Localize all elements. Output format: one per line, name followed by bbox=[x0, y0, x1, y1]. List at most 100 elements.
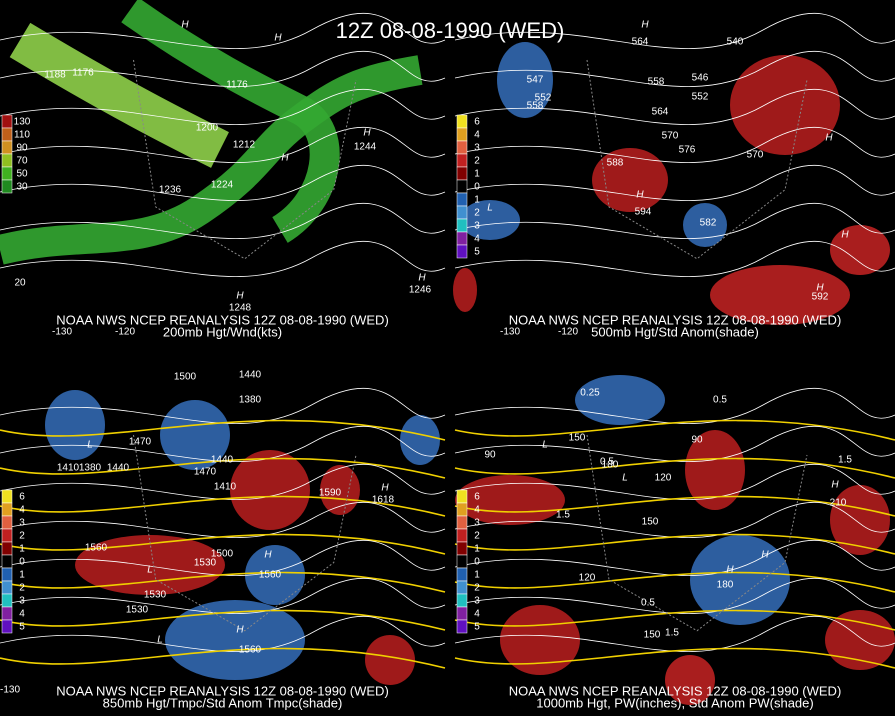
colorbar-label: 6 bbox=[19, 492, 25, 503]
colorbar-swatch bbox=[1, 179, 13, 194]
anomaly-shade bbox=[453, 268, 477, 312]
colorbar-label: 1 bbox=[474, 570, 480, 581]
contour bbox=[0, 647, 446, 669]
contour bbox=[0, 425, 446, 462]
contour bbox=[454, 387, 895, 424]
contour-label: -120 bbox=[558, 327, 578, 338]
contour-label: 1176 bbox=[72, 68, 94, 79]
contour-label: 1590 bbox=[319, 488, 342, 499]
contour-label: 1.5 bbox=[838, 455, 852, 466]
anomaly-shade bbox=[455, 475, 565, 525]
colorbar-label: 5 bbox=[474, 622, 480, 633]
colorbar-swatch bbox=[456, 593, 468, 608]
contour-label: H bbox=[236, 625, 244, 636]
contour-label: 20 bbox=[14, 278, 26, 289]
contour-label: 150 bbox=[642, 517, 659, 528]
colorbar-swatch bbox=[1, 166, 13, 181]
contour bbox=[454, 88, 895, 125]
colorbar-label: 4 bbox=[474, 130, 480, 141]
map-panel: 130 110 90 70 50 30 1188 1176 1176 1200 1212 1236 12… bbox=[0, 12, 446, 339]
colorbar-label: 0 bbox=[19, 557, 25, 568]
contour-label: 0.5 bbox=[641, 598, 655, 609]
anomaly-shade bbox=[830, 225, 890, 275]
contour bbox=[0, 463, 446, 500]
contour-label: 1440 bbox=[107, 463, 130, 474]
colorbar-swatch bbox=[456, 502, 468, 517]
contour-label: 547 bbox=[527, 75, 544, 86]
anomaly-shade bbox=[45, 390, 105, 460]
contour-label: 582 bbox=[700, 218, 717, 229]
colorbar-swatch bbox=[456, 528, 468, 543]
contour-label: H bbox=[381, 483, 389, 494]
contour bbox=[0, 615, 446, 652]
colorbar-swatch bbox=[1, 554, 13, 569]
anomaly-shade bbox=[497, 42, 553, 118]
anomaly-shade bbox=[575, 375, 665, 425]
contour-label: 570 bbox=[747, 150, 764, 161]
colorbar-swatch bbox=[1, 140, 13, 155]
contour-label: -120 bbox=[115, 327, 135, 338]
main-title: 12Z 08-08-1990 (WED) bbox=[336, 18, 565, 43]
contour-label: H bbox=[761, 550, 769, 561]
anomaly-shade bbox=[683, 203, 727, 247]
colorbar-label: 2 bbox=[19, 531, 25, 542]
contour-label: 1224 bbox=[211, 180, 234, 191]
contour-label: 1380 bbox=[79, 463, 102, 474]
contour-label: 120 bbox=[579, 573, 596, 584]
colorbar-swatch bbox=[1, 528, 13, 543]
colorbar-label: 2 bbox=[474, 531, 480, 542]
anomaly-shade bbox=[165, 600, 305, 680]
colorbar-label: 1 bbox=[474, 544, 480, 555]
colorbar-swatch bbox=[1, 619, 13, 634]
contour-label: 1410 bbox=[57, 463, 80, 474]
colorbar-swatch bbox=[1, 502, 13, 517]
contour bbox=[0, 12, 446, 49]
contour-label: 1.5 bbox=[556, 510, 570, 521]
colorbar-swatch bbox=[1, 489, 13, 504]
map-panel: 6432101234590901501801201501201501802100… bbox=[454, 375, 895, 710]
colorbar-swatch bbox=[456, 179, 468, 194]
colorbar-swatch bbox=[456, 244, 468, 259]
contour bbox=[454, 463, 895, 500]
colorbar-label: 5 bbox=[19, 622, 25, 633]
colorbar-swatch bbox=[456, 606, 468, 621]
contour-label: 1560 bbox=[239, 645, 262, 656]
anomaly-shade bbox=[460, 200, 520, 240]
contour-label: H bbox=[281, 153, 289, 164]
anomaly-shade bbox=[75, 535, 225, 595]
contour-label: 1560 bbox=[259, 570, 282, 581]
contour bbox=[454, 202, 895, 239]
contour-label: 1560 bbox=[85, 543, 108, 554]
panel-caption: 850mb Hgt/Tmpc/Std Anom Tmpc(shade) bbox=[103, 695, 343, 710]
anomaly-shade bbox=[685, 430, 745, 510]
contour-label: 1440 bbox=[239, 370, 262, 381]
contour-label: 1244 bbox=[354, 142, 377, 153]
colorbar-swatch bbox=[1, 541, 13, 556]
coastline bbox=[133, 434, 357, 632]
contour-label: 1.5 bbox=[665, 628, 679, 639]
colorbar-label: 110 bbox=[14, 130, 30, 141]
contour bbox=[0, 457, 446, 479]
contour bbox=[0, 164, 446, 201]
colorbar-label: 4 bbox=[474, 609, 480, 620]
contour-label: 552 bbox=[692, 92, 709, 103]
contour bbox=[454, 571, 895, 593]
contour-label: H bbox=[841, 230, 849, 241]
contour-label: H bbox=[816, 283, 824, 294]
colorbar-label: 6 bbox=[474, 117, 480, 128]
contour-label: 1530 bbox=[144, 590, 167, 601]
contour-label: H bbox=[363, 128, 371, 139]
anomaly-shade bbox=[665, 655, 715, 705]
contour bbox=[454, 539, 895, 576]
colorbar-swatch bbox=[456, 231, 468, 246]
contour-label: 1410 bbox=[214, 482, 237, 493]
anomaly-shade bbox=[592, 148, 668, 212]
contour-label: -130 bbox=[500, 327, 520, 338]
contour bbox=[0, 419, 446, 441]
contour-label: 558 bbox=[648, 77, 665, 88]
colorbar-label: 4 bbox=[474, 505, 480, 516]
contour-label: H bbox=[636, 190, 644, 201]
contour-label: 570 bbox=[662, 131, 679, 142]
colorbar-swatch bbox=[1, 606, 13, 621]
contour bbox=[454, 425, 895, 462]
